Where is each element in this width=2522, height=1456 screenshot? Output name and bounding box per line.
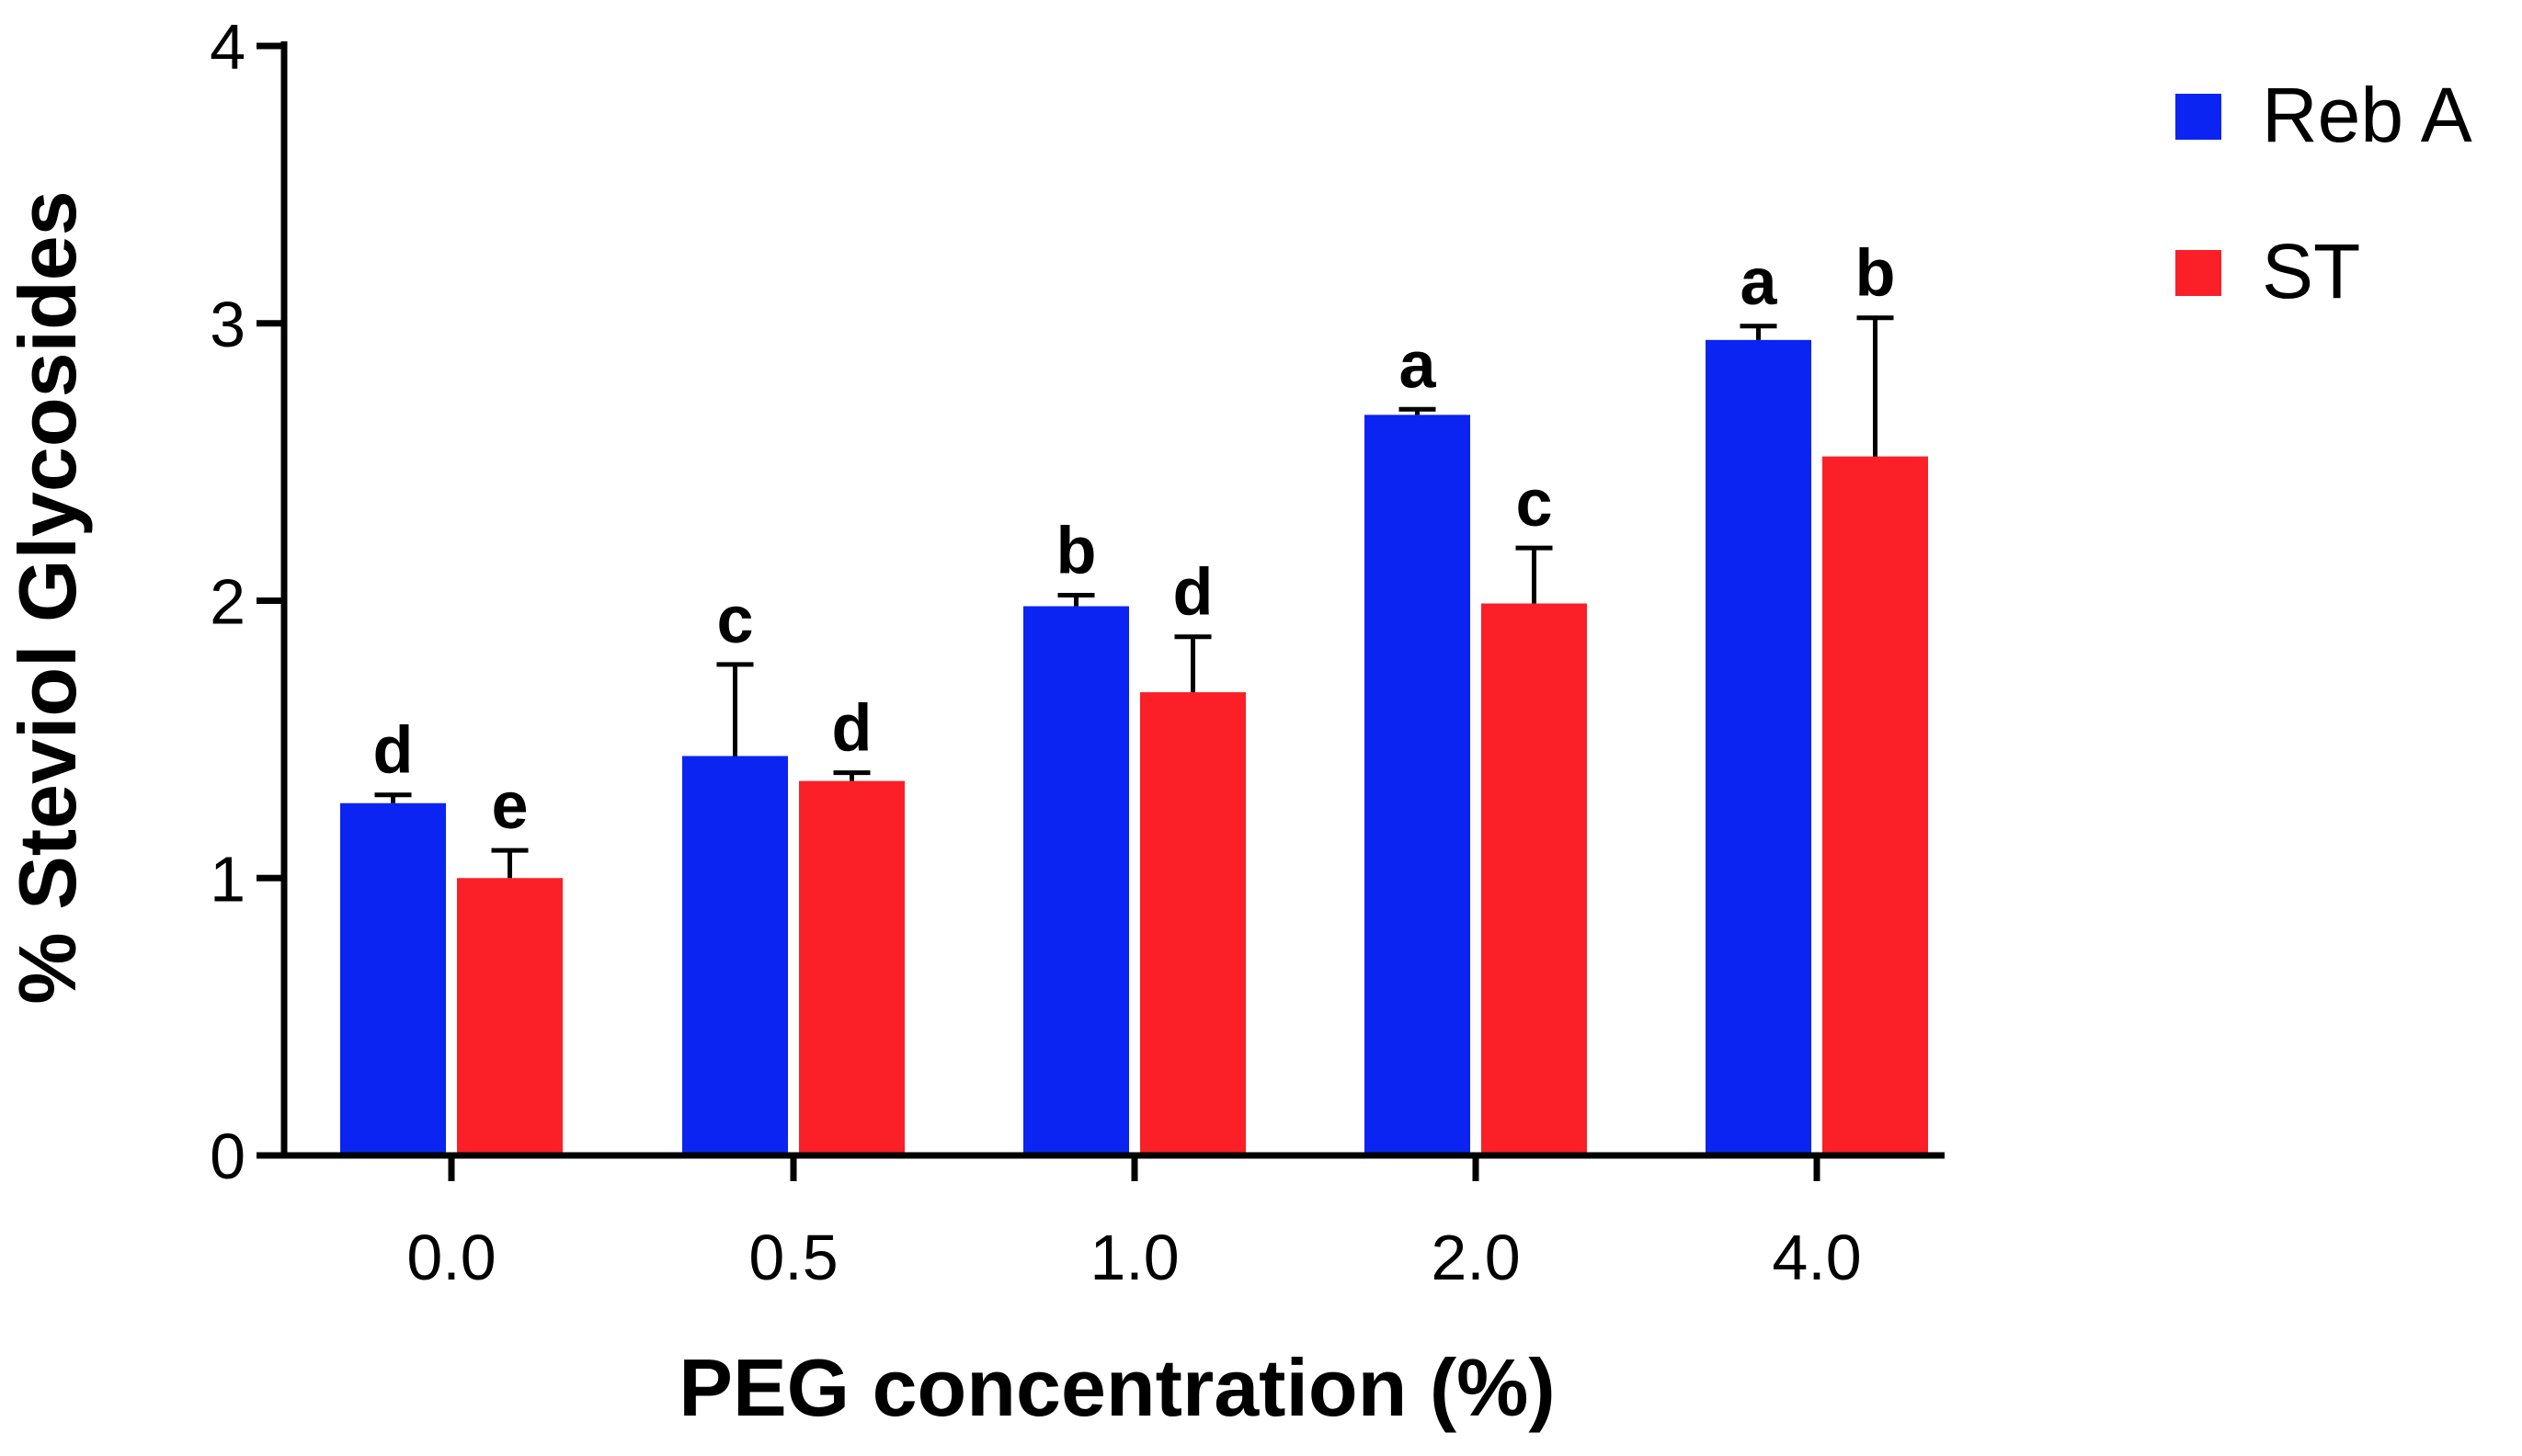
x-tick-label: 1.0 [1090,1222,1179,1293]
legend-swatch [2175,94,2221,140]
significance-letter: d [832,692,873,766]
significance-letter: d [1173,556,1214,630]
y-tick-label: 4 [210,11,245,83]
legend-label: ST [2262,228,2360,314]
bar-reb-a [1706,339,1811,1156]
significance-letter: a [1398,328,1436,402]
axes [280,41,1945,1159]
y-tick-label: 1 [210,843,245,915]
y-tick-label: 0 [210,1120,245,1192]
y-axis-title: % Steviol Glycosides [2,190,93,1004]
x-axis-title: PEG concentration (%) [679,1342,1555,1433]
significance-letter: c [1515,467,1552,540]
bar-st [799,780,905,1155]
x-tick-label: 0.5 [748,1222,838,1293]
legend: Reb A ST [2175,72,2472,314]
bar-reb-a [340,802,446,1155]
bar-st [1140,692,1246,1155]
significance-letter: a [1740,245,1777,319]
x-tick-label: 4.0 [1772,1222,1861,1293]
bar-st [457,878,563,1155]
x-tick-label: 2.0 [1431,1222,1520,1293]
bar-reb-a [682,756,788,1155]
y-axis-ticks: 0 1 2 3 4 [210,11,284,1192]
legend-swatch [2175,250,2221,296]
x-tick-label: 0.0 [406,1222,496,1293]
y-tick-label: 2 [210,566,245,638]
bar-st [1822,456,1928,1156]
significance-letter: b [1855,237,1896,311]
significance-letter: c [716,584,753,657]
legend-label: Reb A [2262,72,2472,158]
significance-letter: b [1056,514,1097,587]
bars-group: d c b a a e d d c b [340,237,1928,1156]
y-tick-label: 3 [210,289,245,360]
significance-letter: d [373,714,414,788]
bar-st [1481,603,1587,1155]
x-axis-ticks: 0.0 0.5 1.0 2.0 4.0 [406,1155,1862,1293]
bar-reb-a [1364,415,1470,1155]
bar-reb-a [1023,606,1129,1155]
significance-letter: e [491,769,528,843]
